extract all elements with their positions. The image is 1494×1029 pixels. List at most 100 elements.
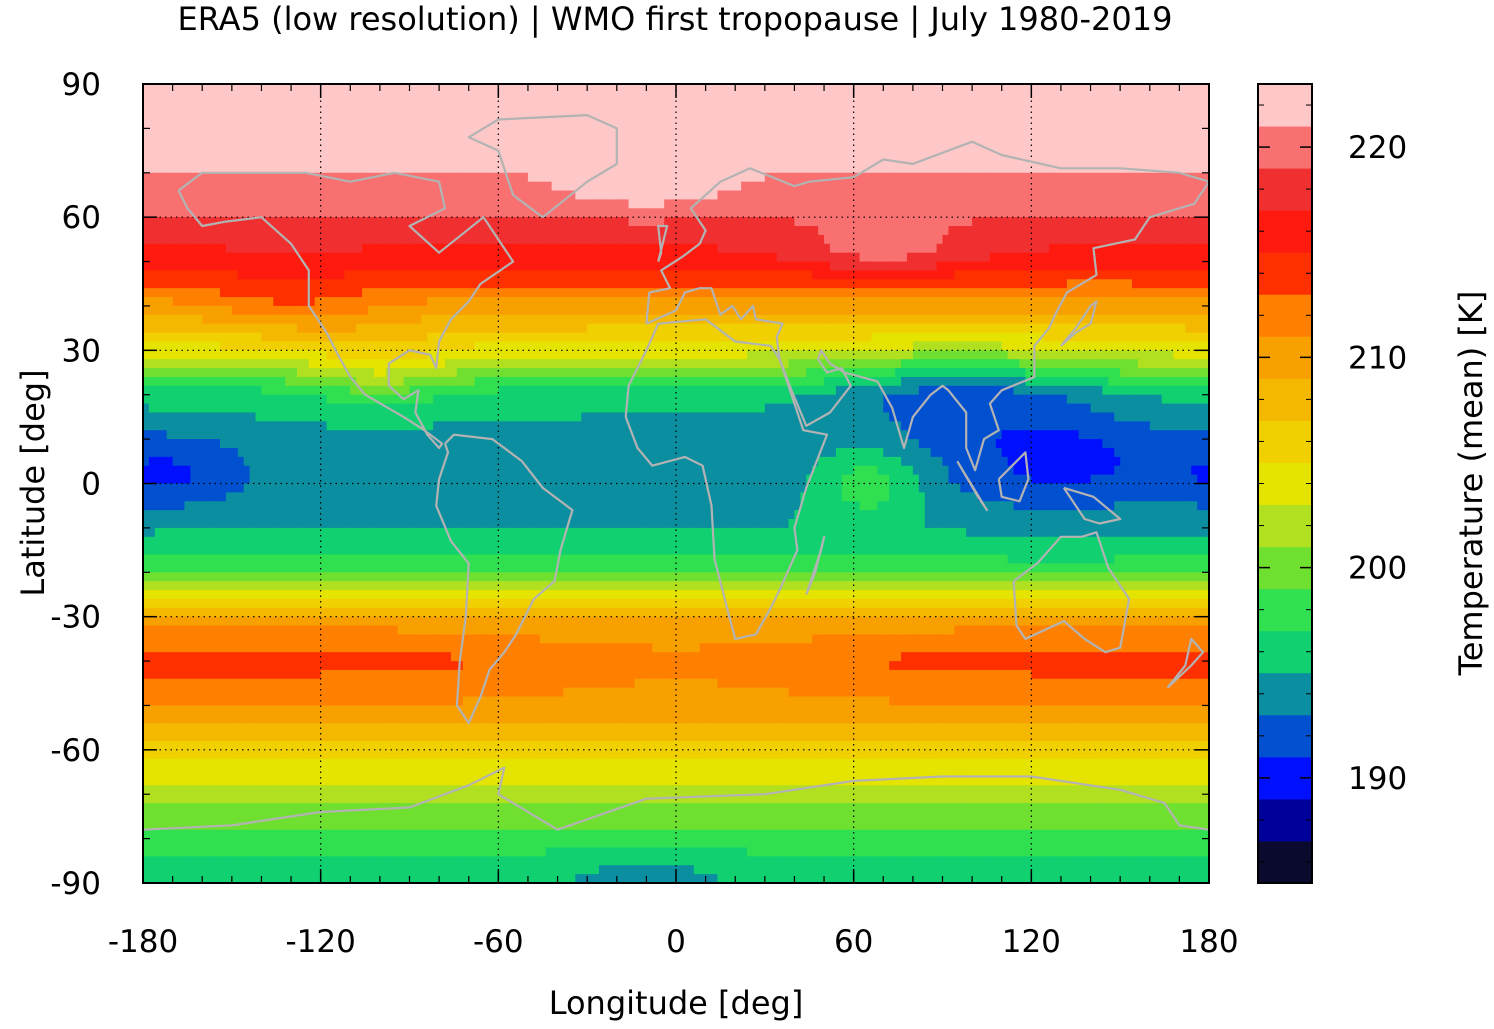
- heatmap-cell: [983, 128, 991, 138]
- heatmap-cell: [717, 252, 724, 263]
- heatmap-cell: [1161, 119, 1169, 129]
- heatmap-cell: [498, 243, 505, 254]
- heatmap-cell: [794, 155, 801, 165]
- heatmap-cell: [1102, 217, 1109, 227]
- heatmap-cell: [1179, 297, 1186, 307]
- heatmap-cell: [1132, 261, 1139, 272]
- heatmap-cell: [486, 297, 494, 307]
- heatmap-cell: [249, 199, 257, 209]
- heatmap-cell: [557, 190, 565, 201]
- heatmap-cell: [575, 119, 582, 129]
- heatmap-cell: [1102, 243, 1109, 254]
- heatmap-cell: [806, 172, 813, 183]
- heatmap-cell: [462, 128, 470, 138]
- heatmap-cell: [225, 163, 233, 174]
- heatmap-cell: [616, 314, 624, 325]
- heatmap-cell: [539, 217, 547, 227]
- heatmap-cell: [610, 270, 618, 280]
- heatmap-cell: [243, 119, 251, 129]
- heatmap-cell: [196, 270, 203, 280]
- heatmap-cell: [1173, 92, 1180, 103]
- heatmap-cell: [1173, 279, 1180, 289]
- heatmap-cell: [942, 270, 950, 280]
- heatmap-cell: [575, 217, 582, 227]
- heatmap-cell: [450, 172, 458, 183]
- heatmap-cell: [1185, 270, 1192, 280]
- heatmap-cell: [948, 323, 955, 334]
- heatmap-cell: [1102, 84, 1109, 94]
- heatmap-cell: [741, 261, 748, 272]
- heatmap-cell: [539, 92, 547, 103]
- heatmap-cell: [267, 128, 274, 138]
- heatmap-cell: [450, 146, 458, 156]
- heatmap-cell: [622, 208, 630, 218]
- heatmap-cell: [978, 84, 985, 94]
- heatmap-cell: [972, 155, 979, 165]
- heatmap-cell: [610, 155, 618, 165]
- heatmap-cell: [942, 128, 950, 138]
- heatmap-cell: [1084, 137, 1092, 147]
- heatmap-cell: [634, 146, 642, 156]
- heatmap-cell: [356, 323, 363, 334]
- heatmap-cell: [445, 217, 452, 227]
- heatmap-cell: [545, 234, 553, 245]
- heatmap-cell: [1037, 234, 1044, 245]
- heatmap-cell: [729, 146, 736, 156]
- heatmap-cell: [190, 110, 197, 121]
- heatmap-cell: [439, 172, 446, 183]
- heatmap-cell: [599, 92, 606, 103]
- heatmap-cell: [1185, 110, 1192, 121]
- heatmap-cell: [877, 279, 884, 289]
- heatmap-cell: [912, 270, 920, 280]
- heatmap-cell: [468, 146, 476, 156]
- heatmap-cell: [344, 190, 351, 201]
- heatmap-cell: [148, 190, 156, 201]
- heatmap-cell: [326, 208, 334, 218]
- heatmap-cell: [616, 128, 624, 138]
- heatmap-cell: [593, 155, 600, 165]
- heatmap-cell: [1096, 172, 1103, 183]
- heatmap-cell: [717, 297, 724, 307]
- heatmap-cell: [942, 101, 950, 112]
- heatmap-cell: [752, 92, 760, 103]
- heatmap-cell: [1060, 226, 1068, 236]
- heatmap-cell: [1025, 199, 1032, 209]
- heatmap-cell: [373, 288, 381, 298]
- heatmap-cell: [285, 128, 292, 138]
- heatmap-cell: [889, 297, 896, 307]
- heatmap-cell: [225, 261, 233, 272]
- heatmap-cell: [687, 190, 695, 201]
- heatmap-cell: [243, 279, 251, 289]
- heatmap-cell: [202, 297, 209, 307]
- heatmap-cell: [741, 208, 748, 218]
- heatmap-cell: [267, 92, 274, 103]
- heatmap-cell: [1191, 84, 1198, 94]
- heatmap-cell: [214, 226, 221, 236]
- heatmap-cell: [853, 190, 861, 201]
- heatmap-cell: [415, 226, 422, 236]
- heatmap-cell: [1066, 181, 1074, 192]
- heatmap-cell: [782, 243, 790, 254]
- heatmap-cell: [1072, 279, 1080, 289]
- heatmap-cell: [1084, 234, 1092, 245]
- heatmap-cell: [308, 252, 316, 263]
- heatmap-cell: [829, 270, 837, 280]
- heatmap-cell: [906, 279, 914, 289]
- heatmap-cell: [906, 181, 914, 192]
- heatmap-cell: [1096, 297, 1103, 307]
- heatmap-cell: [575, 314, 582, 325]
- heatmap-cell: [326, 119, 334, 129]
- heatmap-cell: [326, 146, 334, 156]
- heatmap-cell: [676, 190, 683, 201]
- heatmap-cell: [658, 252, 665, 263]
- heatmap-cell: [320, 181, 328, 192]
- heatmap-cell: [912, 128, 920, 138]
- heatmap-cell: [1084, 252, 1092, 263]
- heatmap-cell: [723, 208, 730, 218]
- heatmap-cell: [492, 199, 499, 209]
- heatmap-cell: [373, 226, 381, 236]
- heatmap-cell: [433, 323, 440, 334]
- heatmap-cell: [948, 297, 955, 307]
- heatmap-cell: [1007, 252, 1015, 263]
- heatmap-cell: [841, 323, 849, 334]
